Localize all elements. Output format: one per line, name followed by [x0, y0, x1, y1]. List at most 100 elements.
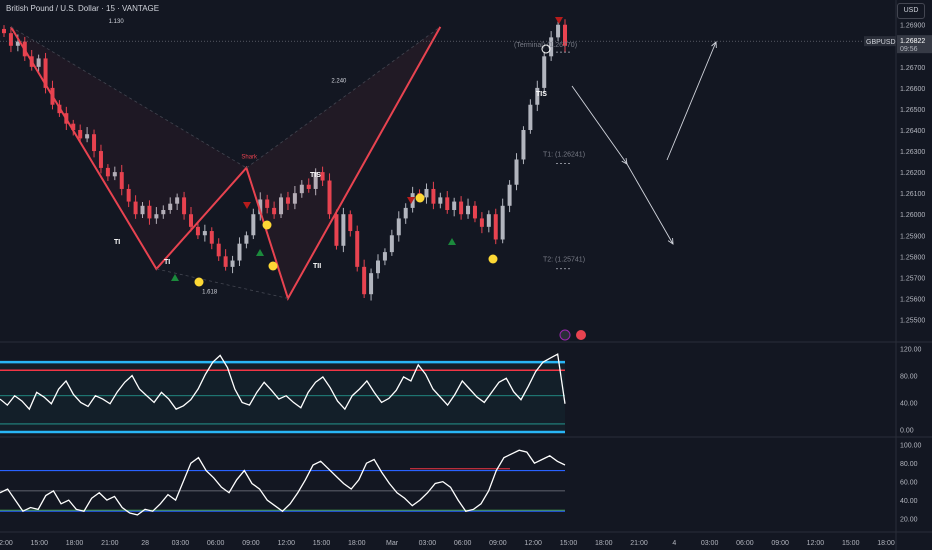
candle-body	[175, 197, 180, 204]
candle-body	[438, 197, 443, 204]
currency-button[interactable]: USD	[897, 3, 925, 19]
ratio-label: 1.130	[109, 19, 125, 25]
candle-body	[92, 134, 97, 152]
t1-label: T1: (1.26241)	[543, 151, 585, 158]
candle-body	[452, 201, 457, 210]
candlestick-series	[2, 19, 567, 301]
candle-body	[389, 235, 394, 253]
signal-dot	[268, 261, 278, 271]
candle-body	[514, 159, 519, 185]
candle-body	[292, 193, 297, 204]
candle-body	[549, 37, 554, 57]
candle-body	[161, 210, 166, 215]
signal-dot	[194, 277, 204, 287]
sell-triangle	[407, 197, 415, 204]
pattern-name-label: Shark	[241, 154, 258, 160]
candle-body	[237, 243, 242, 261]
price-tick-label: 1.26600	[900, 86, 925, 93]
candle-body	[528, 104, 533, 130]
candle-body	[348, 214, 353, 232]
candle-body	[154, 214, 159, 219]
candle-body	[396, 218, 401, 236]
candle-body	[507, 184, 512, 206]
candle-body	[133, 201, 138, 215]
time-tick-label: 28	[141, 540, 149, 547]
tis-label: TIS	[310, 172, 321, 179]
candle-body	[521, 130, 526, 160]
projection-arrowhead	[667, 237, 674, 245]
candle-body	[209, 231, 214, 244]
time-tick-label: 06:00	[736, 540, 754, 547]
price-tick-label: 1.26400	[900, 128, 925, 135]
candle-body	[202, 231, 207, 236]
projection-arrow	[666, 41, 717, 161]
candle-body	[8, 33, 13, 46]
projection-arrowhead	[711, 41, 717, 49]
candle-body	[230, 260, 235, 267]
price-tick-label: 1.26500	[900, 107, 925, 114]
time-tick-label: 09:00	[771, 540, 789, 547]
time-tick-label: 03:00	[701, 540, 719, 547]
candle-body	[355, 231, 360, 267]
price-tick-label: 1.25700	[900, 275, 925, 282]
candle-body	[119, 172, 124, 189]
candle-body	[341, 214, 346, 246]
price-tick-label: 1.26700	[900, 65, 925, 72]
candle-body	[313, 172, 318, 189]
candle-body	[85, 134, 90, 139]
projection-arrow	[571, 85, 628, 165]
ratio-line	[246, 26, 441, 169]
candle-body	[306, 184, 311, 189]
ratio-line	[156, 268, 289, 299]
sell-triangle	[555, 17, 563, 24]
candle-body	[43, 58, 48, 88]
candle-body	[78, 130, 83, 139]
candle-body	[493, 214, 498, 240]
candle-body	[542, 56, 547, 88]
price-tick-label: 1.25800	[900, 254, 925, 261]
pattern-fill	[10, 26, 247, 269]
buy-triangle	[448, 238, 456, 245]
candle-body	[216, 243, 221, 257]
time-tick-label: 12:00	[524, 540, 542, 547]
candle-body	[251, 214, 256, 236]
candle-body	[147, 205, 152, 219]
signal-dot	[262, 220, 272, 230]
candle-body	[535, 87, 540, 105]
candle-body	[265, 199, 270, 208]
osc1-tick-label: 80.00	[900, 374, 918, 381]
tis-label: TI	[114, 239, 120, 246]
price-tick-label: 1.25600	[900, 296, 925, 303]
flag-icon	[576, 330, 586, 340]
price-tick-label: 1.26000	[900, 212, 925, 219]
osc2-tick-label: 100.00	[900, 443, 922, 450]
symbol-tag-label: GBPUSD	[866, 39, 896, 46]
time-tick-label: 15:00	[31, 540, 49, 547]
price-tick-label: 1.26900	[900, 23, 925, 30]
symbol-title: British Pound / U.S. Dollar · 15 · VANTA…	[6, 4, 160, 13]
countdown-value: 09:56	[900, 46, 918, 53]
time-tick-label: 18:00	[595, 540, 613, 547]
candle-body	[140, 205, 145, 215]
candle-body	[189, 214, 193, 227]
candle-body	[98, 151, 103, 168]
candle-body	[486, 214, 491, 227]
candle-body	[382, 252, 387, 261]
time-tick-label: 18:00	[877, 540, 895, 547]
candle-body	[563, 24, 567, 46]
ratio-line	[10, 26, 247, 169]
last-price-box	[897, 35, 932, 54]
osc2-tick-label: 60.00	[900, 480, 918, 487]
price-tick-label: 1.25900	[900, 233, 925, 240]
time-tick-label: 4	[672, 540, 676, 547]
time-tick-label: 03:00	[172, 540, 190, 547]
osc1-tick-label: 0.00	[900, 427, 914, 434]
terminal-marker	[541, 44, 551, 54]
symbol-tag	[864, 36, 896, 47]
candle-body	[403, 207, 408, 219]
candle-body	[376, 260, 380, 274]
candle-body	[299, 184, 304, 194]
oscillator-panel-1: 120.00 80.00 40.00 0.00	[0, 347, 922, 434]
